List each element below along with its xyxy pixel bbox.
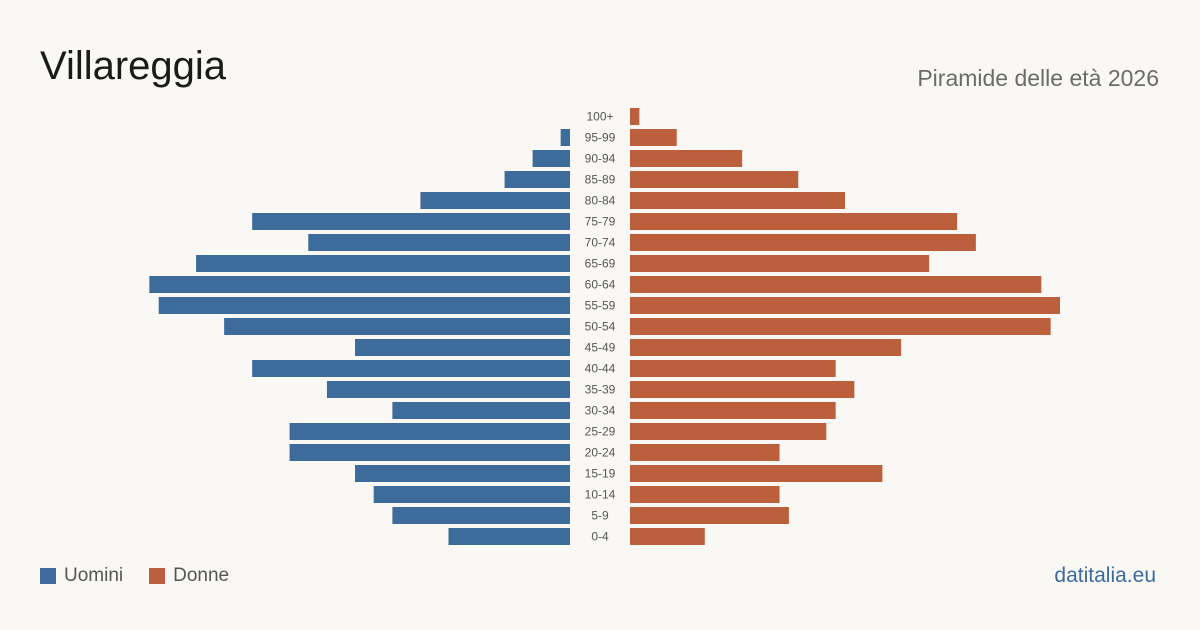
age-group-label: 90-94 [585,152,616,166]
bar-men-50-54 [224,318,570,335]
bar-men-40-44 [252,360,570,377]
bar-men-65-69 [196,255,570,272]
bar-men-30-34 [392,402,570,419]
bar-men-75-79 [252,213,570,230]
age-group-label: 70-74 [585,236,616,250]
bar-women-5-9 [630,507,789,524]
bar-men-25-29 [289,423,570,440]
age-group-label: 60-64 [585,278,616,292]
age-group-label: 55-59 [585,299,616,313]
age-group-label: 5-9 [591,509,609,523]
bar-women-65-69 [630,255,930,272]
bar-women-100+ [630,108,640,125]
bar-women-35-39 [630,381,855,398]
age-group-label: 65-69 [585,257,616,271]
bar-women-70-74 [630,234,976,251]
bar-men-60-64 [149,276,570,293]
bar-women-55-59 [630,297,1060,314]
bar-women-0-4 [630,528,705,545]
bar-women-10-14 [630,486,780,503]
bar-women-80-84 [630,192,845,209]
bar-men-20-24 [289,444,570,461]
bar-men-80-84 [420,192,570,209]
age-group-label: 10-14 [585,488,616,502]
age-group-label: 85-89 [585,173,616,187]
bar-women-20-24 [630,444,780,461]
bar-men-85-89 [504,171,570,188]
bar-men-70-74 [308,234,570,251]
bar-men-90-94 [532,150,570,167]
bar-women-60-64 [630,276,1042,293]
bar-women-40-44 [630,360,836,377]
age-group-label: 50-54 [585,320,616,334]
chart-subtitle: Piramide delle età 2026 [917,65,1159,91]
legend-label-women: Donne [173,565,230,586]
bar-men-0-4 [448,528,570,545]
bar-men-55-59 [158,297,570,314]
bar-men-35-39 [326,381,570,398]
legend-item-women: Donne [149,565,229,587]
bar-women-30-34 [630,402,836,419]
bar-women-45-49 [630,339,902,356]
age-group-label: 100+ [586,110,613,124]
legend-swatch-men [40,568,56,584]
age-group-label: 95-99 [585,131,616,145]
legend-item-men: Uomini [40,565,123,587]
bar-women-95-99 [630,129,677,146]
bar-women-85-89 [630,171,799,188]
bar-women-90-94 [630,150,743,167]
legend-swatch-women [149,568,166,584]
age-group-label: 40-44 [585,362,616,376]
age-group-label: 0-4 [591,530,609,544]
bar-women-25-29 [630,423,827,440]
age-group-label: 20-24 [585,446,616,460]
legend: Uomini Donne [40,565,255,587]
age-group-label: 30-34 [585,404,616,418]
chart-title: Villareggia [40,44,227,88]
source-link[interactable]: datitalia.eu [1054,564,1156,587]
bar-men-5-9 [392,507,570,524]
age-group-label: 80-84 [585,194,616,208]
bar-men-95-99 [560,129,570,146]
age-group-label: 15-19 [585,467,616,481]
age-group-label: 75-79 [585,215,616,229]
age-group-label: 25-29 [585,425,616,439]
bar-men-15-19 [355,465,570,482]
bar-men-45-49 [355,339,570,356]
legend-label-men: Uomini [64,565,124,586]
age-group-label: 45-49 [585,341,616,355]
bar-women-50-54 [630,318,1051,335]
bar-men-10-14 [373,486,570,503]
bar-women-15-19 [630,465,883,482]
age-group-label: 35-39 [585,383,616,397]
bar-women-75-79 [630,213,958,230]
